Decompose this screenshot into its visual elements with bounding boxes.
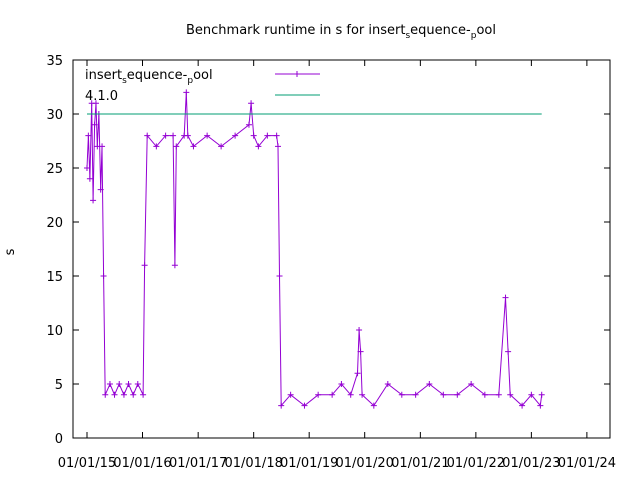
data-point [273,132,280,139]
legend-label: 4.1.0 [85,89,118,104]
data-point [125,381,132,387]
data-point [278,402,285,409]
data-point [153,143,160,150]
data-point [99,143,106,150]
y-tick-label: 15 [46,270,63,285]
y-tick-label: 30 [46,108,63,123]
data-point [507,391,514,398]
data-point [204,132,211,139]
data-point [170,132,177,139]
data-point [111,391,118,398]
x-tick-label: 01/01/21 [391,456,449,471]
data-point [398,391,405,398]
data-point [184,132,191,139]
data-point [97,186,104,193]
legend-marker [294,71,300,77]
x-tick-label: 01/01/18 [224,456,282,471]
data-point [519,402,526,409]
y-tick-label: 10 [46,324,63,339]
x-tick-label: 01/01/24 [558,456,616,471]
data-point [275,143,282,150]
data-point [502,294,509,301]
data-point [183,89,190,96]
x-tick-label: 01/01/15 [58,456,116,471]
data-point [144,132,151,139]
data-point [426,381,433,387]
x-tick-label: 01/01/20 [335,456,393,471]
data-point [440,391,447,398]
x-tick-label: 01/01/19 [280,456,338,471]
data-point [141,262,148,269]
data-point [86,175,93,182]
x-tick-label: 01/01/17 [169,456,227,471]
data-point [245,121,252,128]
series-1 [83,89,545,409]
chart-title: Benchmark runtime in s for insertsequenc… [186,23,496,41]
y-axis-label: s [3,248,18,255]
legend-label: insertsequence-pool [85,68,213,86]
data-point [329,391,336,398]
data-point [91,121,98,128]
x-tick-label: 01/01/16 [113,456,171,471]
data-point [481,391,488,398]
data-point [248,100,255,107]
data-point [356,327,363,333]
data-point [140,391,147,398]
axes [72,59,611,439]
data-point [495,391,502,398]
x-axis: 01/01/1501/01/1601/01/1701/01/1801/01/19… [58,60,616,471]
x-tick-label: 01/01/23 [502,456,560,471]
data-point [92,100,99,107]
data-point [315,391,322,398]
data-point [357,348,364,355]
data-point [264,132,271,139]
data-point [537,402,544,409]
data-point [347,391,354,398]
plot-frame [72,59,611,439]
data-point [468,381,475,387]
data-point [301,402,308,409]
data-point [171,262,178,269]
y-tick-label: 5 [55,378,63,393]
series-line [86,92,543,407]
data-point [134,381,141,387]
data-point [528,391,535,398]
data-point [287,391,294,398]
data-point [106,381,113,387]
data-point [218,143,225,150]
data-point [505,348,512,355]
data-point [85,132,92,139]
data-point [162,132,169,139]
legend: insertsequence-pool 4.1.0 [85,68,320,104]
data-point [120,391,127,398]
data-point [173,143,180,150]
y-axis: 0 5 10 15 20 25 30 35 [46,54,610,447]
data-point [232,132,239,139]
y-tick-label: 25 [46,162,63,177]
data-point [354,370,361,377]
data-point [454,391,461,398]
data-point [250,132,257,139]
data-point [359,391,366,398]
data-point [130,391,137,398]
data-point [102,391,109,398]
data-point [255,143,262,150]
data-point [338,381,345,387]
data-point [116,381,123,387]
data-point [83,165,90,171]
data-point [276,273,283,279]
x-tick-label: 01/01/22 [447,456,505,471]
data-point [370,402,377,409]
y-tick-label: 20 [46,216,63,231]
plot-area [83,89,545,409]
data-point [90,197,97,204]
data-point [412,391,419,398]
y-tick-label: 0 [55,432,63,447]
data-point [384,381,391,387]
data-point [190,143,197,150]
data-point [538,391,545,398]
data-point [100,273,107,279]
y-tick-label: 35 [46,54,63,69]
